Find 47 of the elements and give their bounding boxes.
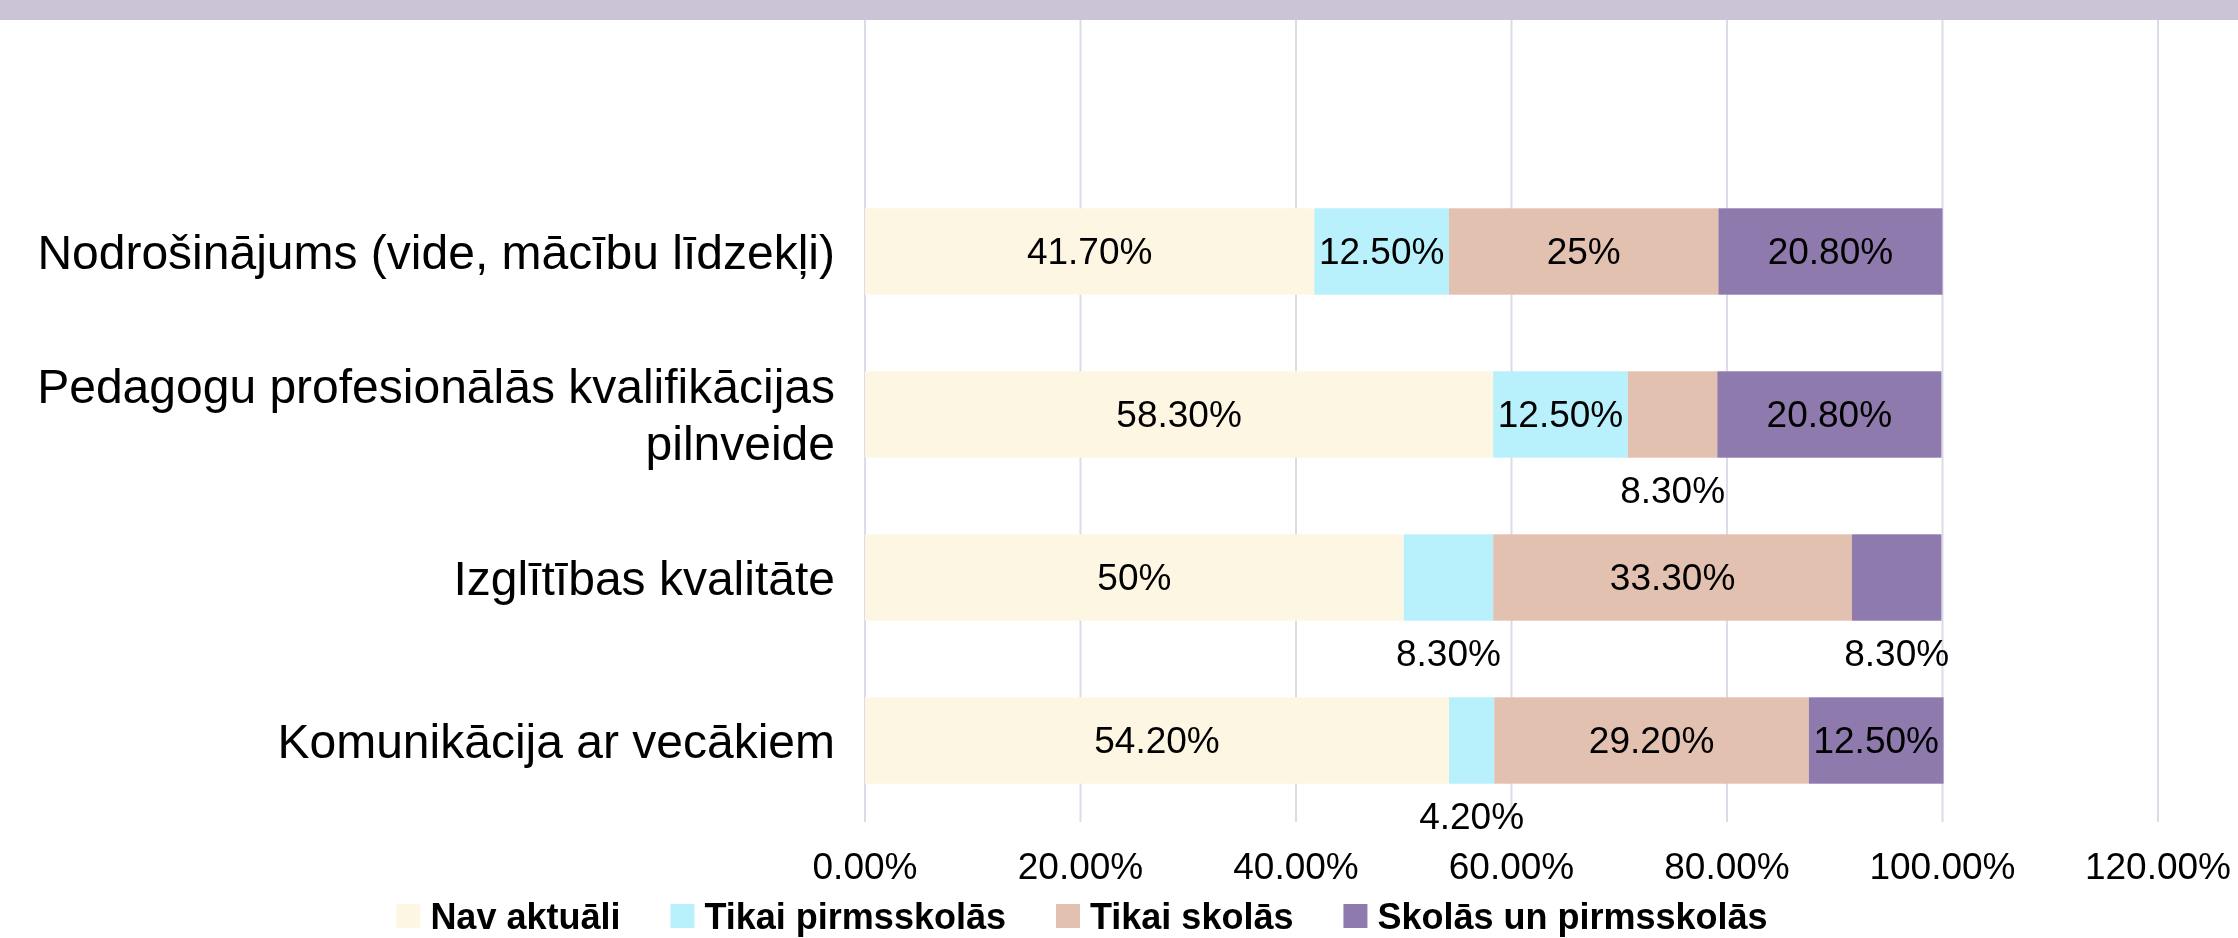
data-label: 33.30% xyxy=(1609,557,1736,598)
data-label: 12.50% xyxy=(1813,720,1939,761)
x-tick-label: 20.00% xyxy=(1017,845,1144,887)
data-label: 20.80% xyxy=(1766,394,1893,435)
bar xyxy=(1493,371,1628,458)
legend-label: Tikai skolās xyxy=(1089,895,1294,937)
data-label: 41.70% xyxy=(1026,231,1153,272)
y-tick-label: Nodrošinājums (vide, mācību līdzekļi) xyxy=(37,225,835,278)
data-label: 54.20% xyxy=(1094,720,1220,761)
bar xyxy=(865,371,1494,458)
legend-label: Nav aktuāli xyxy=(430,895,621,937)
bar xyxy=(1449,208,1719,295)
x-tick-label: 40.00% xyxy=(1233,845,1359,887)
data-label: 8.30% xyxy=(1396,633,1501,675)
data-label: 8.30% xyxy=(1844,633,1950,675)
bar xyxy=(865,208,1315,295)
bar xyxy=(1851,534,1942,621)
x-tick-label: 0.00% xyxy=(812,845,918,887)
data-label: 4.20% xyxy=(1419,796,1525,838)
bar xyxy=(865,534,1404,621)
bar xyxy=(1808,697,1944,784)
bar xyxy=(1449,697,1495,784)
x-tick-label: 120.00% xyxy=(2084,845,2232,887)
data-label: 12.50% xyxy=(1497,394,1624,435)
x-tick-label: 80.00% xyxy=(1664,845,1790,887)
bar xyxy=(1718,208,1943,295)
bar xyxy=(1403,534,1494,621)
data-label: 12.50% xyxy=(1318,231,1445,272)
data-label: 25% xyxy=(1546,231,1621,272)
data-label: 50% xyxy=(1097,557,1172,598)
data-label: 29.20% xyxy=(1588,720,1715,761)
legend-label: Skolās un pirmsskolās xyxy=(1377,895,1768,937)
x-tick-label: 100.00% xyxy=(1869,845,2016,887)
data-label: 58.30% xyxy=(1116,394,1242,435)
bar xyxy=(1314,208,1450,295)
bar xyxy=(1717,371,1942,458)
bar xyxy=(865,697,1450,784)
bar xyxy=(1627,371,1718,458)
legend-label: Tikai pirmsskolās xyxy=(704,895,1006,937)
bar xyxy=(1494,697,1809,784)
bar xyxy=(1493,534,1852,621)
y-tick-label: Pedagogu profesionālās kvalifikācijas pilnveide xyxy=(37,359,835,470)
x-tick-label: 60.00% xyxy=(1448,845,1575,887)
y-tick-label: Komunikācija ar vecākiem xyxy=(277,714,835,767)
data-label: 20.80% xyxy=(1767,231,1894,272)
data-label: 8.30% xyxy=(1620,470,1726,512)
y-tick-label: Izglītības kvalitāte xyxy=(453,551,835,604)
